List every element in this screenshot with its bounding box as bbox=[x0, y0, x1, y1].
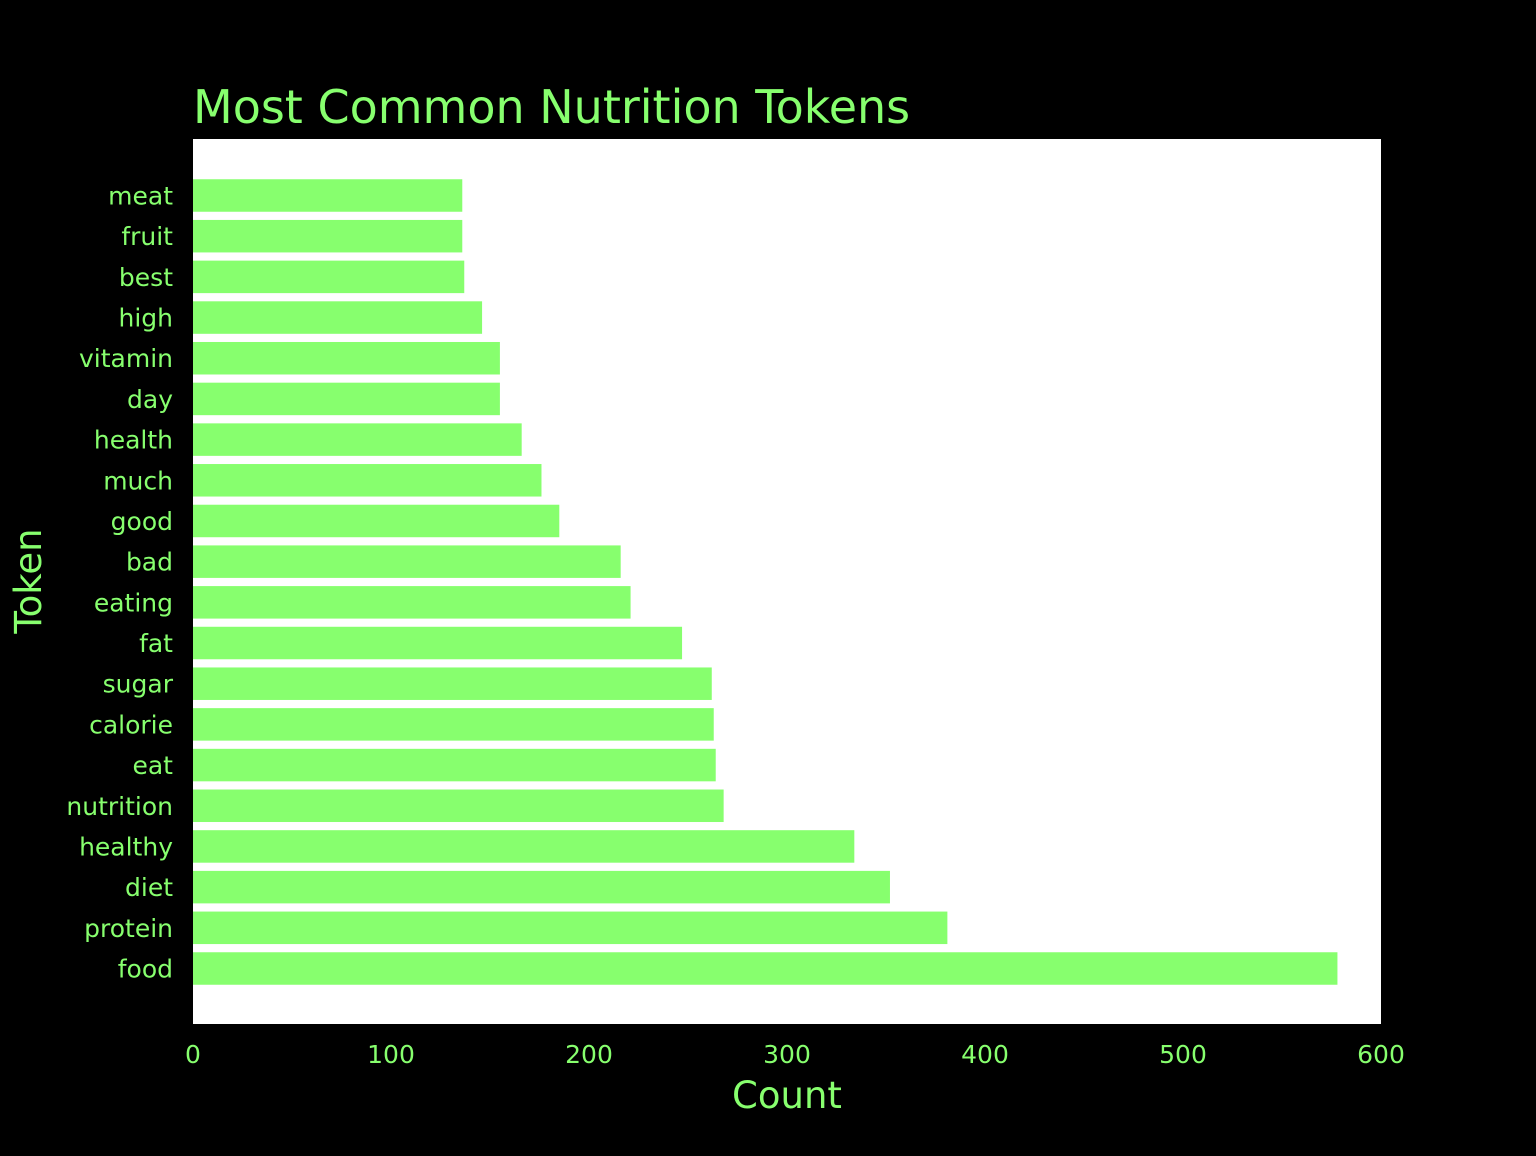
bar-sugar bbox=[193, 667, 712, 700]
bar-high bbox=[193, 301, 483, 334]
bars bbox=[193, 179, 1338, 985]
y-tick-label-eat: eat bbox=[132, 751, 173, 780]
y-tick-label-fat: fat bbox=[139, 629, 173, 658]
y-tick-label-diet: diet bbox=[125, 873, 173, 902]
x-tick-label-100: 100 bbox=[367, 1040, 415, 1069]
bar-food bbox=[193, 952, 1338, 985]
bar-good bbox=[193, 504, 560, 538]
x-tick-labels: 0 100 200 300 400 500 600 bbox=[185, 1040, 1405, 1069]
bar-fruit bbox=[193, 219, 463, 253]
y-axis-label: Token bbox=[7, 528, 50, 634]
y-tick-label-calorie: calorie bbox=[89, 710, 173, 739]
bar-healthy bbox=[193, 830, 855, 863]
bar-much bbox=[193, 464, 542, 497]
bar-calorie bbox=[193, 708, 714, 741]
y-tick-label-best: best bbox=[119, 263, 173, 292]
bar-diet bbox=[193, 870, 890, 904]
y-tick-label-high: high bbox=[118, 304, 173, 333]
x-tick-label-500: 500 bbox=[1159, 1040, 1207, 1069]
x-tick-label-0: 0 bbox=[185, 1040, 201, 1069]
chart-title: Most Common Nutrition Tokens bbox=[193, 80, 910, 134]
y-tick-label-healthy: healthy bbox=[79, 832, 173, 861]
y-tick-label-eating: eating bbox=[94, 588, 173, 617]
y-tick-label-meat: meat bbox=[108, 182, 173, 211]
bar-best bbox=[193, 260, 465, 294]
x-tick-label-600: 600 bbox=[1357, 1040, 1405, 1069]
bar-day bbox=[193, 382, 500, 416]
y-tick-labels: meat fruit best high vitamin day health much goo… bbox=[66, 182, 173, 984]
y-tick-label-food: food bbox=[118, 955, 173, 984]
y-tick-label-good: good bbox=[111, 507, 173, 536]
x-tick-label-300: 300 bbox=[763, 1040, 811, 1069]
bar-vitamin bbox=[193, 341, 500, 375]
y-tick-label-much: much bbox=[103, 466, 173, 495]
y-tick-label-health: health bbox=[94, 426, 173, 455]
bar-fat bbox=[193, 626, 683, 660]
y-tick-label-vitamin: vitamin bbox=[79, 344, 173, 373]
bar-bad bbox=[193, 545, 621, 578]
y-tick-label-fruit: fruit bbox=[121, 222, 173, 251]
bar-protein bbox=[193, 911, 948, 945]
bar-meat bbox=[193, 179, 463, 212]
bar-nutrition bbox=[193, 789, 724, 823]
bar-eating bbox=[193, 586, 631, 619]
bar-health bbox=[193, 423, 522, 456]
y-tick-label-nutrition: nutrition bbox=[66, 792, 173, 821]
x-tick-label-400: 400 bbox=[961, 1040, 1009, 1069]
x-tick-label-200: 200 bbox=[565, 1040, 613, 1069]
y-tick-label-day: day bbox=[127, 385, 173, 414]
y-tick-label-protein: protein bbox=[84, 914, 173, 943]
y-tick-label-sugar: sugar bbox=[103, 670, 174, 699]
y-tick-label-bad: bad bbox=[126, 548, 173, 577]
bar-eat bbox=[193, 748, 716, 782]
x-axis-label: Count bbox=[732, 1074, 842, 1117]
